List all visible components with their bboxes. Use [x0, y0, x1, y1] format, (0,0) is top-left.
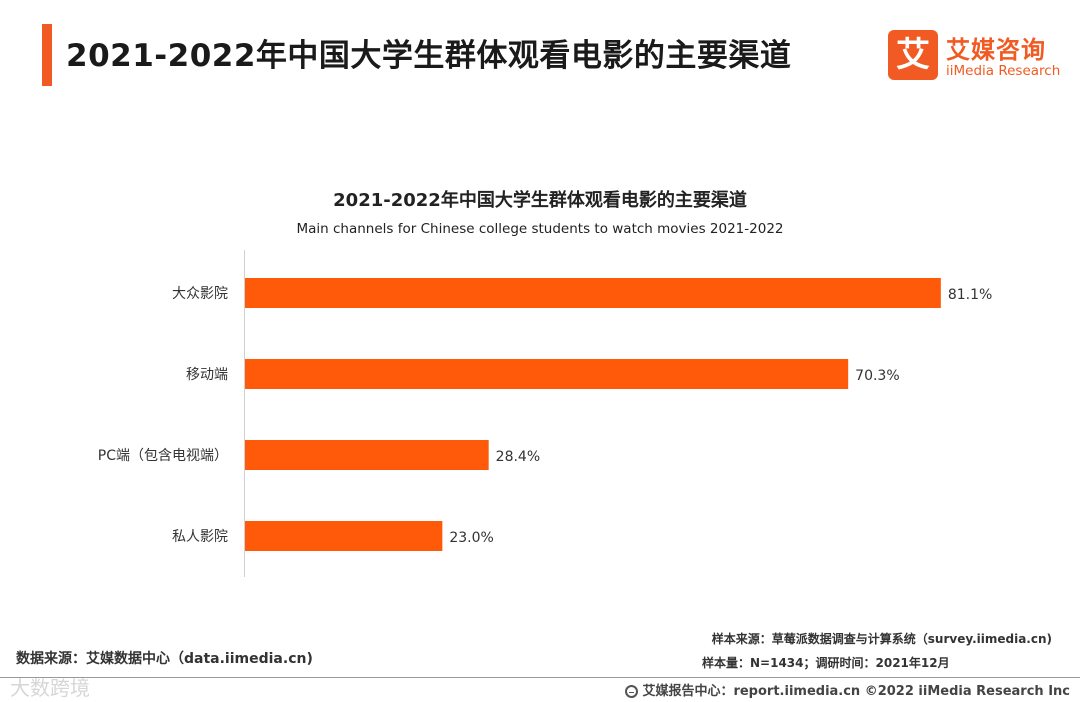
value-label-3: 23.0% — [449, 530, 493, 546]
category-label-2: PC端（包含电视端） — [98, 448, 228, 464]
chart-title: 2021-2022年中国大学生群体观看电影的主要渠道 — [333, 190, 747, 211]
footer-divider — [0, 677, 1080, 678]
category-label-1: 移动端 — [186, 367, 228, 383]
value-label-0: 81.1% — [948, 287, 992, 303]
report-center-text: 艾媒报告中心：report.iimedia.cn ©2022 iiMedia R… — [642, 684, 1070, 699]
category-label-0: 大众影院 — [172, 286, 228, 302]
value-label-2: 28.4% — [496, 449, 540, 465]
logo-en-text: iiMedia Research — [946, 63, 1061, 79]
bar-3 — [245, 521, 443, 551]
sample-size: 样本量：N=1434；调研时间：2021年12月 — [702, 656, 950, 670]
logo-mark: 艾 — [888, 30, 938, 80]
bar-1 — [245, 359, 849, 389]
sample-source: 样本来源：草莓派数据调查与计算系统（survey.iimedia.cn) — [711, 632, 1052, 646]
bar-0 — [245, 278, 941, 308]
data-source: 数据来源：艾媒数据中心（data.iimedia.cn) — [16, 651, 313, 667]
value-label-1: 70.3% — [855, 368, 899, 384]
page-title: 2021-2022年中国大学生群体观看电影的主要渠道 — [66, 38, 792, 74]
title-accent-bar — [42, 24, 52, 86]
category-label-3: 私人影院 — [172, 529, 228, 545]
logo-cn-text: 艾媒咨询 — [946, 36, 1046, 64]
bar-2 — [245, 440, 489, 470]
iimedia-logo: 艾 艾媒咨询 iiMedia Research — [888, 30, 1068, 82]
watermark: 大数跨境 — [10, 676, 90, 700]
chart-subtitle: Main channels for Chinese college studen… — [296, 221, 784, 237]
report-center: 艾媒报告中心：report.iimedia.cn ©2022 iiMedia R… — [625, 680, 1070, 699]
globe-icon — [625, 685, 639, 698]
